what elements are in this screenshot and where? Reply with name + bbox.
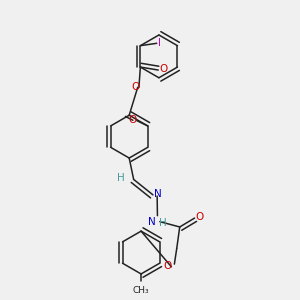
Text: I: I	[158, 38, 161, 48]
Text: O: O	[131, 82, 140, 92]
Text: O: O	[196, 212, 204, 223]
Text: N: N	[154, 189, 162, 199]
Text: O: O	[164, 261, 172, 271]
Text: CH₃: CH₃	[133, 286, 149, 296]
Text: O: O	[128, 115, 137, 125]
Text: H: H	[159, 218, 167, 228]
Text: N: N	[148, 218, 156, 227]
Text: H: H	[117, 173, 125, 183]
Text: O: O	[159, 64, 168, 74]
